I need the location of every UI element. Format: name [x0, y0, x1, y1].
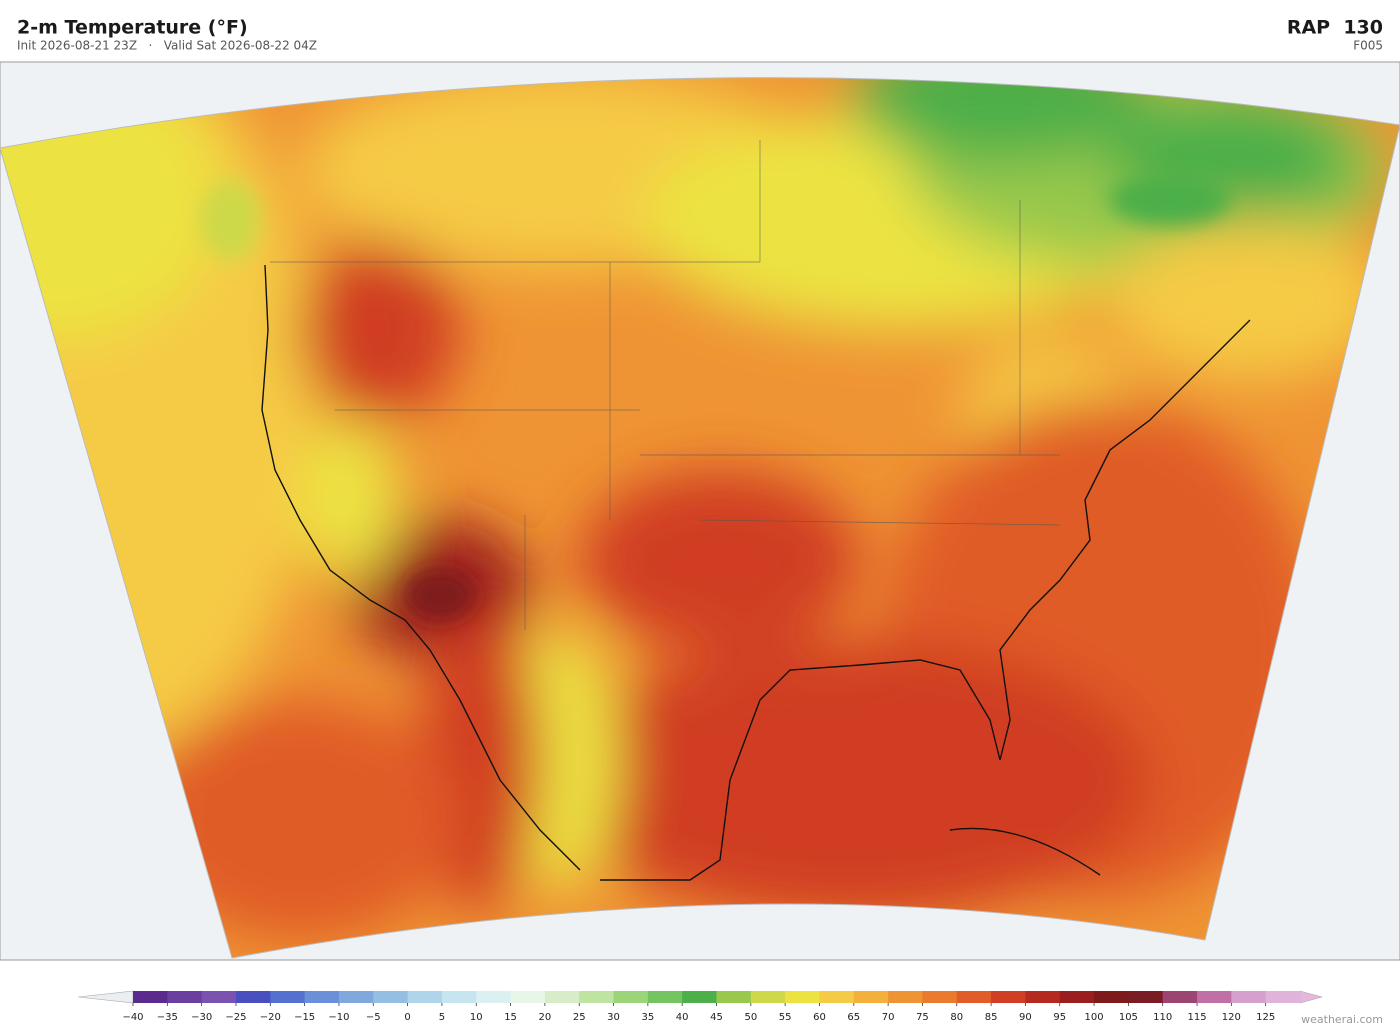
- colorbar-over: [1299, 990, 1324, 1004]
- colorbar: −40 −35 −30 −25 −20 −15 −10 −5 0 5 10 15 20 25 30 35 40 4…: [77, 990, 1324, 1023]
- colorbar-tick-label: 55: [779, 1012, 792, 1023]
- colorbar-bin: [750, 991, 786, 1003]
- colorbar-bin: [270, 991, 306, 1003]
- colorbar-bin: [441, 991, 477, 1003]
- colorbar-tick-label: 125: [1256, 1012, 1275, 1023]
- subtitle: Init 2026-08-21 23Z · Valid Sat 2026-08-…: [17, 39, 317, 53]
- colorbar-bin: [304, 991, 340, 1003]
- colorbar-tick-label: −40: [122, 1012, 143, 1023]
- colorbar-bin: [991, 991, 1026, 1003]
- temperature-field: [0, 77, 1400, 959]
- title: 2-m Temperature (°F): [17, 17, 248, 39]
- colorbar-tick-label: 15: [504, 1012, 517, 1023]
- colorbar-bin: [1197, 991, 1232, 1003]
- colorbar-under: [77, 990, 134, 1004]
- colorbar-bin: [716, 991, 752, 1003]
- colorbar-bin: [338, 991, 374, 1003]
- colorbar-tick-label: −20: [260, 1012, 281, 1023]
- colorbar-bin: [613, 991, 649, 1003]
- colorbar-tick-label: 50: [744, 1012, 757, 1023]
- colorbar-bin: [1025, 991, 1061, 1003]
- colorbar-bin: [407, 991, 443, 1003]
- colorbar-tick-label: 60: [813, 1012, 826, 1023]
- credit: weatherai.com: [1301, 1013, 1383, 1026]
- colorbar-bin: [922, 991, 958, 1003]
- colorbar-tick-label: 0: [404, 1012, 410, 1023]
- colorbar-tick-label: 80: [950, 1012, 963, 1023]
- colorbar-tick-label: 5: [439, 1012, 445, 1023]
- colorbar-bin: [956, 991, 992, 1003]
- colorbar-bin: [476, 991, 511, 1003]
- colorbar-bin: [1128, 991, 1164, 1003]
- colorbar-bin: [853, 991, 889, 1003]
- colorbar-bin: [133, 991, 168, 1003]
- colorbar-tick-label: 75: [916, 1012, 929, 1023]
- colorbar-tick-label: 110: [1153, 1012, 1172, 1023]
- colorbar-bin: [1231, 991, 1267, 1003]
- colorbar-tick-label: 85: [985, 1012, 998, 1023]
- colorbar-tick-label: 115: [1187, 1012, 1206, 1023]
- colorbar-tick-label: 20: [539, 1012, 552, 1023]
- colorbar-tick-label: 40: [676, 1012, 689, 1023]
- colorbar-tick-label: 30: [607, 1012, 620, 1023]
- domain-outline: [0, 77, 1400, 959]
- colorbar-bin: [647, 991, 683, 1003]
- colorbar-bin: [1162, 991, 1198, 1003]
- colorbar-tick-label: −5: [366, 1012, 381, 1023]
- colorbar-tick-label: 105: [1119, 1012, 1138, 1023]
- colorbar-bin: [682, 991, 717, 1003]
- colorbar-bin: [201, 991, 237, 1003]
- colorbar-tick-label: 120: [1222, 1012, 1241, 1023]
- forecast-hour: F005: [1353, 39, 1383, 53]
- colorbar-tick-label: 95: [1053, 1012, 1066, 1023]
- colorbar-tick-label: 65: [847, 1012, 860, 1023]
- colorbar-bin: [1059, 991, 1095, 1003]
- colorbar-tick-label: −35: [157, 1012, 178, 1023]
- colorbar-tick-label: −30: [191, 1012, 212, 1023]
- colorbar-tick-label: 10: [470, 1012, 483, 1023]
- model-name: RAP 130: [1287, 17, 1383, 39]
- colorbar-bin: [167, 991, 203, 1003]
- colorbar-bin: [1094, 991, 1129, 1003]
- borders: [270, 140, 1061, 630]
- colorbar-bin: [888, 991, 923, 1003]
- colorbar-bin: [373, 991, 408, 1003]
- colorbar-tick-label: 35: [641, 1012, 654, 1023]
- colorbar-tick-label: 25: [573, 1012, 586, 1023]
- colorbar-tick-label: −10: [328, 1012, 349, 1023]
- colorbar-tick-label: 70: [882, 1012, 895, 1023]
- colorbar-bin: [1265, 991, 1301, 1003]
- colorbar-tick-label: 90: [1019, 1012, 1032, 1023]
- colorbar-tick-label: −25: [225, 1012, 246, 1023]
- colorbar-tick-label: 100: [1085, 1012, 1104, 1023]
- coastline: [949, 827, 1101, 876]
- colorbar-bin: [819, 991, 855, 1003]
- colorbar-bin: [510, 991, 546, 1003]
- colorbar-bin: [785, 991, 820, 1003]
- colorbar-tick-label: −15: [294, 1012, 315, 1023]
- colorbar-tick-label: 45: [710, 1012, 723, 1023]
- coastline: [261, 264, 1251, 881]
- colorbar-bin: [544, 991, 580, 1003]
- colorbar-bin: [579, 991, 614, 1003]
- colorbar-bin: [235, 991, 271, 1003]
